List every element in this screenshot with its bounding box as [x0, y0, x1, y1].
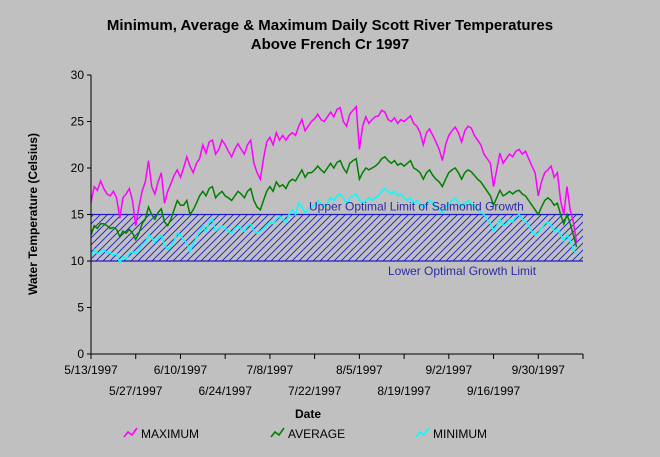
legend-swatch-maximum	[123, 427, 138, 438]
x-tick-label: 8/5/1997	[336, 363, 383, 377]
series-line-average	[90, 155, 578, 248]
lower-optimal-limit-label: Lower Optimal Growth Limit	[388, 264, 537, 278]
x-tick-label: 5/27/1997	[109, 384, 163, 398]
x-tick-label: 9/16/1997	[467, 384, 521, 398]
legend: MAXIMUM AVERAGE MINIMUM	[123, 427, 487, 441]
legend-label-maximum: MAXIMUM	[141, 427, 199, 441]
x-tick-label: 6/24/1997	[198, 384, 252, 398]
y-tick-label: 30	[71, 68, 85, 82]
x-tick-label: 7/22/1997	[288, 384, 342, 398]
x-tick-label: 5/13/1997	[64, 363, 118, 377]
x-tick-label: 9/2/1997	[425, 363, 472, 377]
annotations: Upper Optimal Limit of Salmonid Growth Lo…	[309, 200, 537, 279]
y-tick-label: 15	[71, 208, 85, 222]
y-axis-label: Water Temperature (Celsius)	[26, 133, 40, 295]
y-tick-label: 0	[77, 347, 84, 361]
y-tick-label: 5	[77, 301, 84, 315]
legend-swatch-average	[270, 427, 285, 438]
y-tick-label: 20	[71, 161, 85, 175]
series-line-maximum	[90, 104, 578, 243]
upper-optimal-limit-label: Upper Optimal Limit of Salmonid Growth	[309, 200, 524, 214]
axes: 0 5 10 15 20 25 30 5/13/1997 6/10/1997 7/8/1997 8/…	[64, 68, 584, 398]
x-tick-label: 7/8/1997	[247, 363, 294, 377]
y-tick-label: 10	[71, 254, 85, 268]
x-tick-label: 9/30/1997	[512, 363, 566, 377]
x-tick-label: 8/19/1997	[377, 384, 431, 398]
x-tick-label: 6/10/1997	[154, 363, 208, 377]
series-line-minimum	[90, 187, 578, 265]
series-layer	[90, 104, 578, 265]
y-tick-label: 25	[71, 115, 85, 129]
chart-subtitle: Above French Cr 1997	[251, 36, 409, 53]
chart-title: Minimum, Average & Maximum Daily Scott R…	[107, 17, 553, 34]
legend-label-minimum: MINIMUM	[433, 427, 487, 441]
legend-label-average: AVERAGE	[288, 427, 345, 441]
legend-swatch-minimum	[415, 427, 430, 438]
x-axis-label: Date	[295, 407, 321, 421]
